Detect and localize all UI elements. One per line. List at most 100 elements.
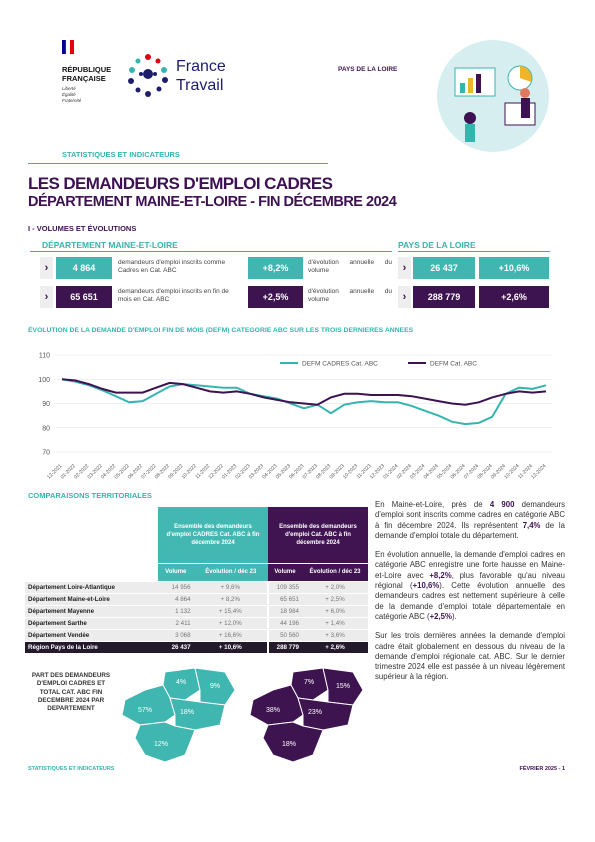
subheader: Évolution / déc 23 <box>193 562 268 581</box>
y-tick-label: 70 <box>42 450 50 457</box>
text-run: 4 900 <box>489 500 515 509</box>
x-tick-label: 12-2024 <box>530 463 547 480</box>
table-cell: 50 560 <box>268 628 302 641</box>
kpi-text: demandeurs d'emploi inscrits en fin de m… <box>118 288 229 303</box>
series-line <box>61 378 547 406</box>
y-tick-label: 110 <box>39 353 50 360</box>
y-tick-label: 80 <box>42 425 50 432</box>
brand-text: Travail <box>176 77 223 94</box>
section-heading: I - VOLUMES ET ÉVOLUTIONS <box>28 224 137 233</box>
y-tick-label: 90 <box>42 401 50 408</box>
kpi-value: 26 437 <box>413 257 475 279</box>
chevron: › <box>40 257 53 279</box>
title: LES DEMANDEURS D'EMPLOI CADRES <box>28 174 333 193</box>
table-cell: + 2,5% <box>302 592 368 605</box>
kpi-evolution: +8,2% <box>248 257 303 279</box>
text-run: +8,2% <box>429 570 452 580</box>
group-header: Ensemble des demandeurs d'emploi CADRES … <box>158 507 268 563</box>
table-cell: + 2,6% <box>302 640 368 653</box>
row-label: Département Maine-et-Loire <box>25 592 158 605</box>
table-cell: + 3,6% <box>302 628 368 641</box>
table-cell: 44 196 <box>268 616 302 629</box>
table-title: COMPARAISONS TERRITORIALES <box>28 491 152 500</box>
department-share: 18% <box>180 709 194 716</box>
table-row: Département Mayenne 1 132 + 15,4% 18 984 + 6… <box>25 604 368 617</box>
devise: Fraternité <box>62 98 82 103</box>
department-share: 7% <box>304 679 314 686</box>
table-cell: 18 984 <box>268 604 302 617</box>
subheader: Évolution / déc 23 <box>302 562 368 581</box>
table-cell: 26 437 <box>158 640 194 653</box>
text-run: 7,4% <box>522 520 541 530</box>
row-label: Département Mayenne <box>25 604 158 617</box>
region-header: PAYS DE LA LOIRE <box>338 66 398 73</box>
text-run: de la demande d'emploi totale du départe… <box>375 520 565 540</box>
table-cell: + 6,0% <box>302 604 368 617</box>
table-row: Département Loire-Atlantique 14 956 + 9,6%… <box>25 580 368 593</box>
kpi-evolution: +2,6% <box>479 286 549 308</box>
table-row: Département Maine-et-Loire 4 864 + 8,2% 65 … <box>25 592 368 605</box>
table-cell: + 10,6% <box>193 640 270 653</box>
kpi-value: 288 779 <box>413 286 475 308</box>
header-row: Ensemble des demandeurs d'emploi CADRES … <box>25 507 368 563</box>
republique-text: RÉPUBLIQUE <box>62 65 111 74</box>
region-label: PAYS DE LA LOIRE <box>398 240 476 250</box>
text-run: Sur les trois dernières années la demand… <box>375 631 565 682</box>
chevron: › <box>40 286 53 308</box>
y-tick-label: 100 <box>38 377 50 384</box>
department-shape <box>134 721 196 763</box>
text-run: , plus favorable qu'au niveau régional ( <box>375 570 565 591</box>
footer-left: STATISTIQUES ET INDICATEURS <box>28 766 115 772</box>
paragraph: En Maine-et-Loire, près de 4 900 demande… <box>375 500 565 541</box>
text-run: En Maine-et-Loire, près de <box>375 500 490 509</box>
department-shape <box>297 697 354 731</box>
table-cell: 65 651 <box>268 592 302 605</box>
subtitle: DÉPARTEMENT MAINE-ET-LOIRE - FIN DÉCEMBR… <box>28 194 397 210</box>
kpi-evolution: +2,5% <box>248 286 303 308</box>
section-label: STATISTIQUES ET INDICATEURS <box>62 150 180 159</box>
department-share: 38% <box>266 707 280 714</box>
paragraph: Sur les trois dernières années la demand… <box>375 631 565 682</box>
republique-text: FRANÇAISE <box>62 74 106 83</box>
table-cell: + 1,4% <box>302 616 368 629</box>
row-label: Département Sarthe <box>25 616 158 629</box>
table-cell: 3 068 <box>158 628 194 641</box>
header-blank <box>25 563 158 581</box>
devise: Liberté <box>62 86 76 91</box>
kpi-text: demandeurs d'emploi inscrits comme Cadre… <box>118 259 226 274</box>
rule <box>398 251 550 252</box>
legend-label: DEFM CADRES Cat. ABC <box>302 361 378 368</box>
table-cell: + 8,2% <box>193 592 270 605</box>
row-label: Région Pays de la Loire <box>25 640 158 653</box>
table-cell: 1 132 <box>158 604 194 617</box>
subheader-row: Volume Évolution / déc 23 Volume Évolution … <box>25 562 368 581</box>
legend-label: DEFM Cat. ABC <box>430 361 477 368</box>
rule <box>28 163 328 164</box>
kpi-value: 65 651 <box>56 286 112 308</box>
text-run: +10,6% <box>412 581 440 591</box>
row-label: Département Loire-Atlantique <box>25 580 158 593</box>
text-run: ). Cette évolution annuelle des demandeu… <box>375 581 565 621</box>
table-cell: 2 411 <box>158 616 194 629</box>
kpi-value: 4 864 <box>56 257 112 279</box>
chart-title: ÉVOLUTION DE LA DEMANDE D'EMPLOI FIN DE … <box>28 327 414 334</box>
kpi-evolution-text: d'évolution annuelle du volume <box>308 288 392 303</box>
text-run: +2,5% <box>429 611 452 621</box>
table-cell: + 15,4% <box>193 604 270 617</box>
table-cell: + 12,0% <box>193 616 270 629</box>
comparison-table: Ensemble des demandeurs d'emploi CADRES … <box>25 507 368 653</box>
kpi-evolution-text: d'évolution annuelle du volume <box>308 259 392 274</box>
department-shape <box>169 697 226 731</box>
table-cell: 109 355 <box>268 580 302 593</box>
line-chart: 70809010011012-202101-202202-202203-2022… <box>38 353 552 480</box>
text-run: demandeurs d'emploi sont inscrits comme … <box>375 500 565 530</box>
text-run: En évolution annuelle, la demande d'empl… <box>375 550 565 580</box>
subheader: Volume <box>268 562 302 581</box>
department-share: 23% <box>308 709 322 716</box>
series-line <box>61 378 547 426</box>
text-run: ). <box>451 611 457 621</box>
france-travail-logo: France Travail <box>128 54 226 97</box>
map-caption: PART DES DEMANDEURS D'EMPLOI CADRES ET T… <box>31 672 111 713</box>
